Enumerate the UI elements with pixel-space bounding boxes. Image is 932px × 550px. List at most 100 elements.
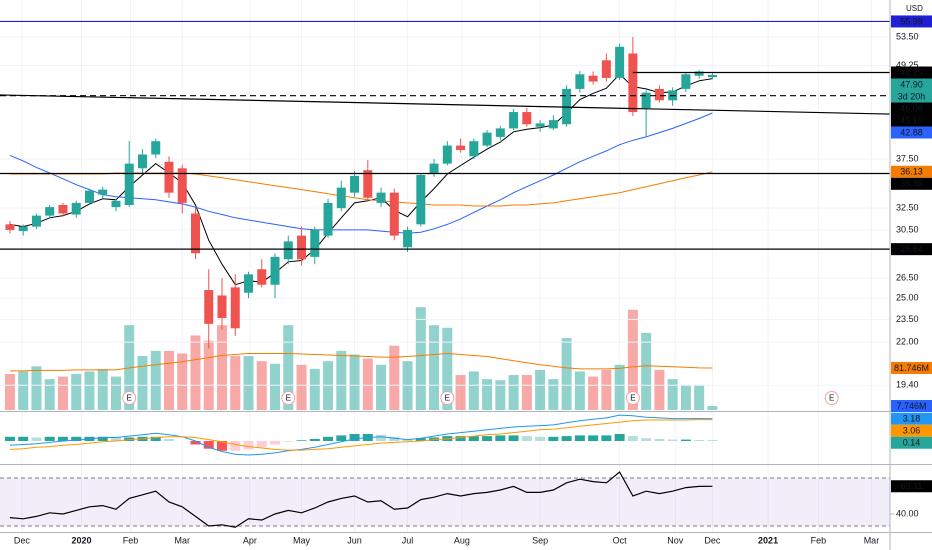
x-tick-label: Mar [174, 535, 190, 545]
candle-body [548, 120, 558, 129]
macd-histogram-bar [230, 441, 241, 451]
candle-body [164, 161, 174, 193]
macd-histogram-bar [482, 436, 493, 441]
volume-bar [71, 374, 82, 410]
candle-body [707, 75, 717, 78]
axis-value-box [891, 78, 932, 91]
candle-body [509, 112, 519, 129]
x-tick-label: Mar [864, 535, 880, 545]
volume-bar [601, 369, 612, 410]
axis-value-box [891, 66, 932, 79]
y-tick-label: 30.50 [896, 224, 919, 234]
candle-body [535, 123, 545, 127]
macd-histogram-bar [163, 438, 174, 441]
volume-bar [694, 385, 705, 410]
macd-histogram-bar [574, 435, 585, 441]
x-tick-label: 2021 [758, 535, 778, 545]
macd-histogram-bar [97, 436, 108, 441]
macd-histogram-bar [4, 436, 15, 441]
candle-body [217, 295, 227, 318]
candle-body [429, 163, 439, 174]
macd-histogram-bar [548, 436, 559, 441]
macd-histogram-bar [627, 436, 638, 441]
volume-bar [110, 376, 121, 410]
macd-histogram-bar [44, 436, 55, 441]
volume-bar [468, 371, 479, 410]
macd-histogram-bar [654, 438, 665, 441]
volume-bar [455, 375, 466, 410]
candle-body [336, 187, 346, 209]
x-tick-label: Oct [613, 535, 628, 545]
volume-bar [270, 363, 281, 410]
macd-histogram-bar [667, 439, 678, 441]
volume-bar [177, 353, 188, 410]
candle-body [628, 53, 638, 113]
macd-histogram-bar [468, 436, 479, 441]
axis-value-label: 46.08 [900, 103, 923, 113]
macd-histogram-bar [323, 436, 334, 441]
y-tick-label: 49.25 [896, 60, 919, 70]
volume-bar [614, 364, 625, 410]
candle-body [389, 192, 399, 236]
candle-body [45, 207, 55, 216]
earnings-marker [625, 391, 640, 405]
candle-body [204, 290, 214, 324]
axis-value-box [891, 412, 932, 425]
macd-histogram-bar [270, 441, 281, 445]
macd-histogram-bar [694, 439, 705, 441]
earnings-marker [824, 391, 839, 405]
volume-bar [680, 385, 691, 410]
y-tick-label: 26.50 [896, 273, 919, 283]
candle-body [601, 60, 611, 78]
volume-bar [548, 379, 559, 410]
volume-bar [482, 379, 493, 410]
axis-value-box [891, 102, 932, 115]
volume-bar [230, 356, 241, 410]
macd-line [9, 419, 713, 451]
x-tick-label: Dec [14, 535, 31, 545]
axis-value-label: 36.13 [900, 167, 923, 177]
candle-body [270, 256, 280, 285]
earnings-marker [281, 391, 296, 405]
candle-body [177, 168, 187, 203]
volume-bar [84, 371, 95, 410]
axis-value-box [891, 177, 932, 190]
volume-bar [18, 371, 29, 410]
volume-bar [389, 345, 400, 410]
volume-bar [429, 325, 440, 410]
candle-body [403, 229, 413, 248]
candle-body [137, 154, 147, 169]
candle-body [31, 215, 41, 227]
axis-value-label: 0.14 [903, 438, 921, 448]
volume-bar [442, 327, 453, 410]
macd-histogram-bar [521, 436, 532, 441]
volume-bar [521, 375, 532, 410]
macd-histogram-bar [57, 436, 68, 441]
axis-value-label: 7.746M [896, 401, 926, 411]
axis-value-label: 3d 20h [898, 91, 926, 101]
macd-histogram-bar [190, 441, 201, 445]
macd-histogram-bar [415, 438, 426, 441]
macd-histogram-bar [601, 435, 612, 441]
volume-bar [362, 358, 373, 410]
axis-value-box [891, 436, 932, 449]
axis-value-label: 47.90 [900, 79, 923, 89]
macd-histogram-bar [203, 441, 214, 449]
macd-histogram-bar [256, 441, 267, 448]
y-tick-label: 40.00 [896, 508, 919, 518]
plot-layer: Dec 2020 Feb Mar Apr May Jun Jul Aug Sep Oct Nov Dec… [0, 0, 919, 545]
candle-body [641, 92, 651, 109]
earnings-marker [440, 391, 455, 405]
axis-value-box [891, 424, 932, 437]
macd-histogram-bar [71, 436, 82, 441]
macd-histogram-bar [561, 436, 572, 441]
macd-histogram-bar [31, 437, 42, 441]
volume-bar [667, 379, 678, 410]
x-tick-label: Sep [532, 535, 548, 545]
candle-body [124, 163, 134, 205]
macd-histogram-bar [680, 439, 691, 441]
candle-body [283, 241, 293, 260]
candle-body [482, 132, 492, 146]
